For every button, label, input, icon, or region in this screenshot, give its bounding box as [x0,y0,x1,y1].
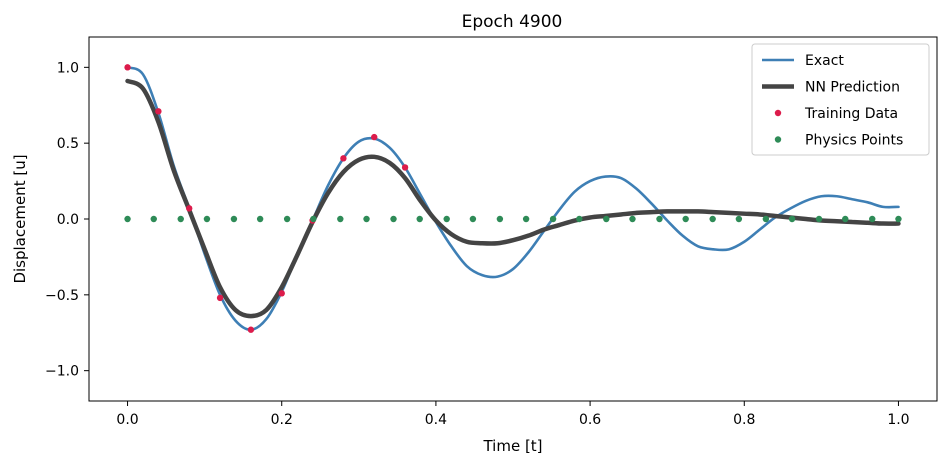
physics-points-point [576,215,583,223]
training-data-point [247,326,255,333]
training-data-point [216,294,224,302]
training-data-point [401,164,409,171]
y-tick-label: 0.5 [57,136,79,152]
physics-points-point [735,215,743,223]
legend-physics-points-swatch [774,136,782,143]
physics-points-point [443,215,450,223]
legend: Exact NN Prediction Training Data Physics P… [751,43,930,156]
training-data-point [371,133,378,141]
series-layer [124,64,902,333]
physics-points-point [656,215,663,223]
training-data-point [124,64,131,71]
physics-points-point [522,215,530,223]
x-tick-label: 0.0 [116,412,138,428]
x-tick-label: 0.4 [425,412,447,428]
physics-points-point [416,215,423,223]
physics-points-point [390,215,397,223]
x-axis-label: Time [t] [482,437,542,455]
physics-points-point [363,215,370,223]
x-tick-label: 0.6 [579,412,601,428]
chart-title: Epoch 4900 [462,12,563,32]
legend-exact-label: Exact [805,53,844,69]
training-data-point [278,290,285,297]
physics-points-point [150,215,157,223]
physics-points-point [709,215,716,223]
physics-points-point [629,215,636,223]
training-data-point [340,155,347,162]
physics-points-point [815,215,823,223]
x-tick-label: 1.0 [887,412,909,428]
physics-points-point [682,215,689,223]
nn-prediction-line [125,78,901,319]
x-axis: 0.0 0.2 0.4 0.6 0.8 1.0 [116,401,910,428]
y-axis-label: Displacement [u] [11,154,29,283]
y-axis: −1.0 −0.5 0.0 0.5 1.0 [45,60,89,380]
physics-points-point [256,215,264,223]
physics-points-point [337,215,344,223]
y-tick-label: 1.0 [57,60,79,76]
exact-line [126,66,900,332]
plot-area [124,64,902,333]
x-tick-label: 0.2 [271,412,293,428]
physics-points-point [124,215,131,223]
physics-points-point [762,215,770,223]
physics-points-point [283,215,291,223]
physics-points-point [177,215,184,223]
training-data-point [186,205,193,212]
physics-points-point [469,215,477,223]
training-data-point [155,108,162,115]
physics-points-point [310,215,317,223]
physics-points-point [842,215,849,223]
physics-points-point [496,215,504,223]
legend-training-data-label: Training Data [804,106,898,122]
y-tick-label: −1.0 [45,364,79,380]
physics-points-point [788,215,796,223]
legend-training-data-swatch [774,109,782,117]
x-tick-label: 0.8 [733,412,755,428]
physics-points-point [230,215,238,223]
legend-physics-points-label: Physics Points [805,133,903,149]
y-tick-label: 0.0 [57,212,79,228]
legend-nn-prediction-label: NN Prediction [805,80,900,96]
physics-points-point [549,215,557,223]
physics-points-point [603,215,610,223]
physics-points-point [203,215,211,223]
physics-points-point [895,215,902,223]
legend-box [751,43,930,156]
physics-points-point [869,215,876,223]
y-tick-label: −0.5 [45,288,79,304]
